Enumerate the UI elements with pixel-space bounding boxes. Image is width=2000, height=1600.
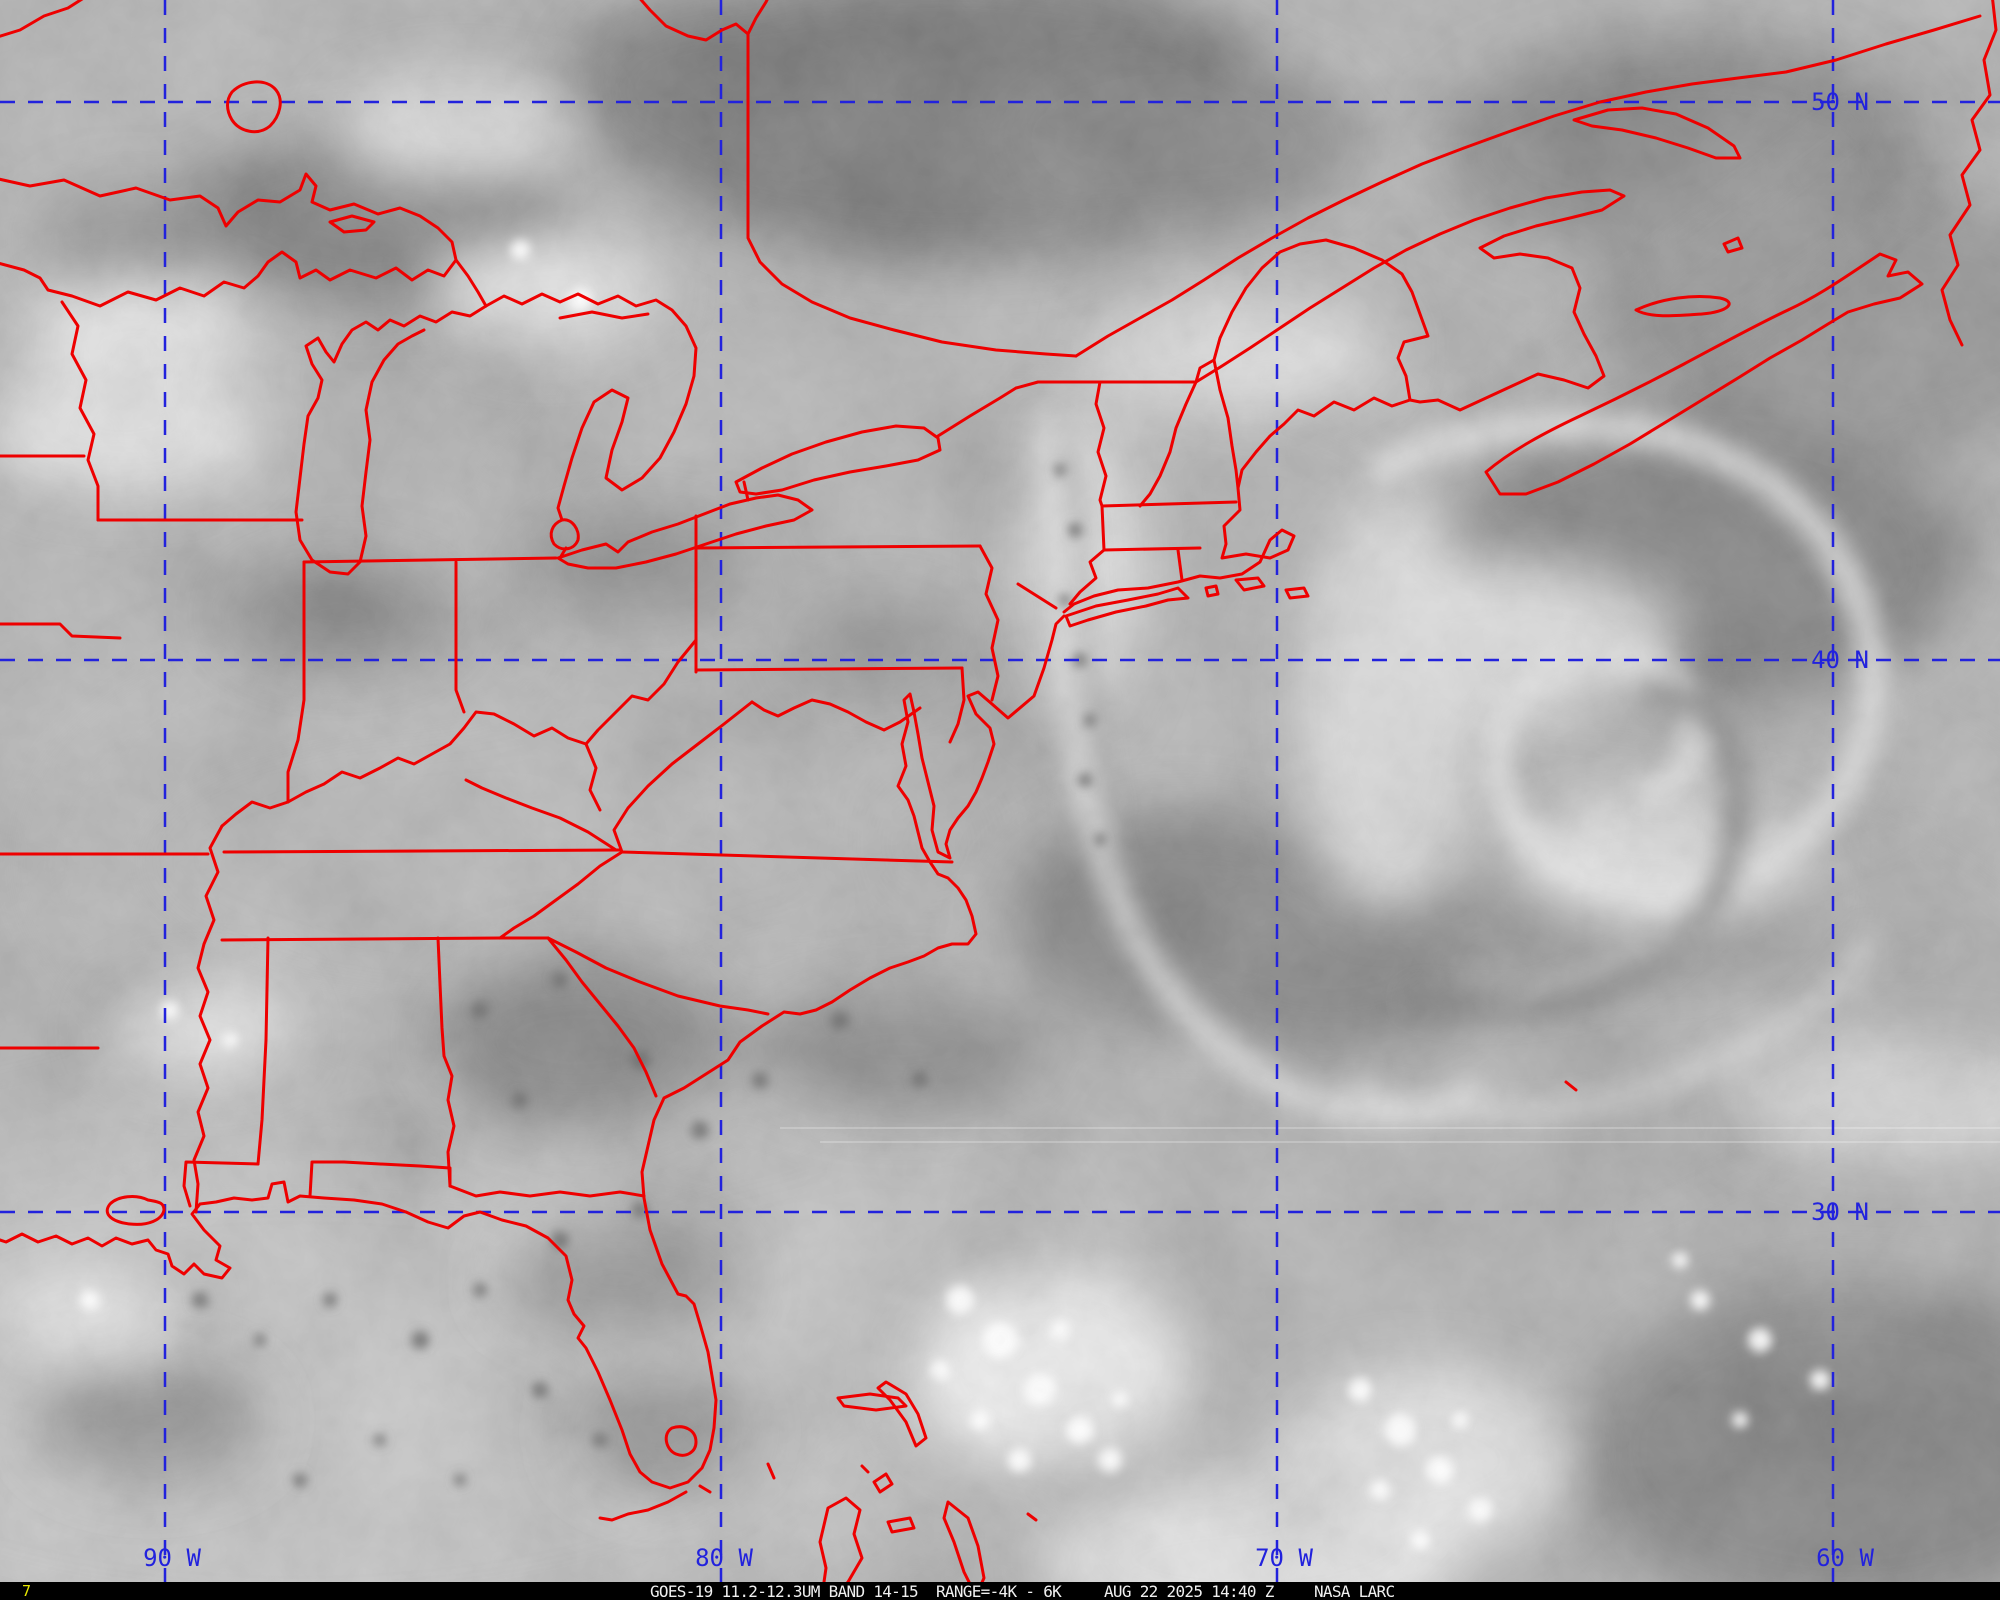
longitude-label-80w: 80 W (695, 1544, 753, 1572)
state-borders (0, 300, 1240, 1214)
latitude-label-30n: 30 N (1811, 1198, 1869, 1226)
credit-label: NASA LARC (1314, 1582, 1395, 1600)
great-lakes-outlines (0, 80, 942, 576)
latitude-label-50n: 50 N (1811, 88, 1869, 116)
timestamp-label: AUG 22 2025 14:40 Z (1104, 1582, 1274, 1600)
longitude-label-60w: 60 W (1816, 1544, 1874, 1572)
frame-indicator: 7 (22, 1582, 31, 1600)
range-label: RANGE=-4K - 6K (936, 1582, 1062, 1600)
longitude-label-90w: 90 W (143, 1544, 201, 1572)
product-label: GOES-19 11.2-12.3UM BAND 14-15 (650, 1582, 919, 1600)
bahamas-cuba-outlines (766, 1380, 1038, 1582)
canada-outlines (0, 0, 1998, 496)
longitude-gridlines (163, 0, 1835, 1582)
latitude-gridlines (0, 100, 2000, 1214)
latitude-label-40n: 40 N (1811, 646, 1869, 674)
scanline-artifacts (780, 1127, 2000, 1143)
longitude-label-70w: 70 W (1255, 1544, 1313, 1572)
grid-labels: 50 N 40 N 30 N 90 W 80 W 70 W 60 W (143, 88, 1874, 1572)
status-bar: 7 GOES-19 11.2-12.3UM BAND 14-15 RANGE=-… (0, 1582, 2000, 1600)
